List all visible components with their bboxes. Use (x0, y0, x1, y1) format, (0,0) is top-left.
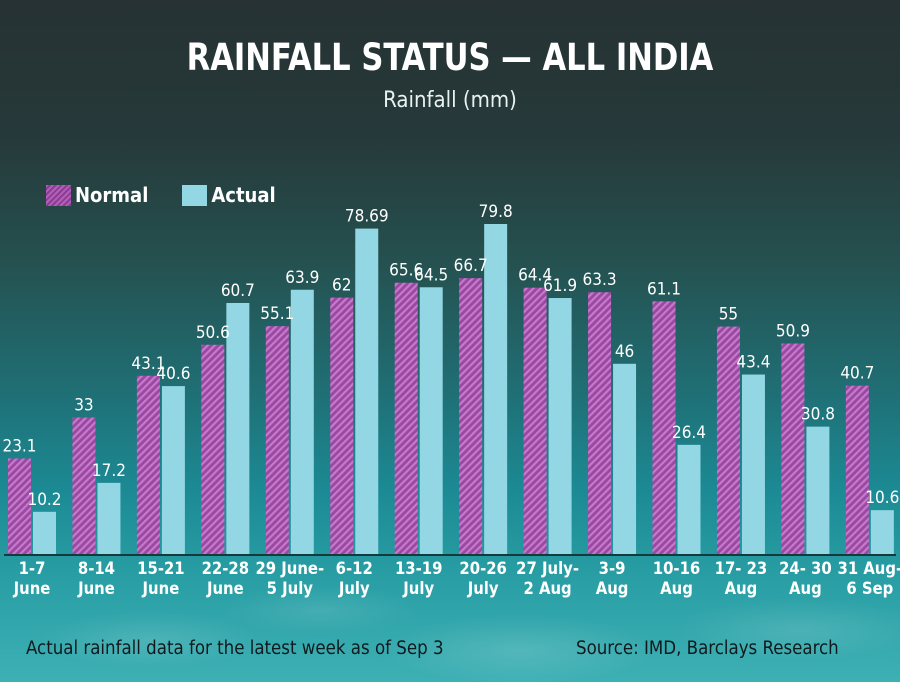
x-tick-label-1-line-0: 8-14 (78, 559, 115, 578)
value-label-actual-11: 43.4 (736, 353, 770, 373)
value-label-actual-2: 40.6 (156, 364, 190, 384)
chart-subtitle: Rainfall (mm) (383, 88, 517, 113)
value-label-actual-1: 17.2 (92, 461, 126, 481)
bar-actual-2 (161, 386, 185, 554)
x-tick-label-4-line-0: 29 June- (255, 559, 324, 578)
value-label-normal-11: 55 (719, 305, 738, 325)
x-tick-label-7-line-0: 20-26 (459, 559, 506, 578)
x-tick-label-11-line-0: 17- 23 (715, 559, 768, 578)
value-label-actual-10: 26.4 (672, 423, 706, 443)
bar-actual-9 (613, 363, 637, 554)
value-label-normal-1: 33 (74, 396, 93, 416)
value-label-actual-3: 60.7 (221, 281, 255, 301)
bars-group (8, 224, 894, 555)
value-label-actual-5: 78.69 (345, 207, 389, 227)
value-label-normal-9: 63.3 (583, 270, 617, 290)
x-tick-label-13-line-0: 31 Aug- (838, 559, 900, 578)
x-tick-label-2-line-1: June (142, 579, 180, 598)
legend: Normal Actual (46, 183, 310, 207)
x-tick-label-7-line-1: July (467, 579, 499, 598)
bar-actual-6 (419, 287, 443, 554)
value-label-normal-10: 61.1 (647, 279, 681, 299)
bar-actual-4 (290, 289, 314, 554)
value-label-actual-7: 79.8 (479, 202, 513, 222)
bar-actual-7 (484, 224, 508, 554)
value-labels-group: 23.1 10.2 33 17.2 43.140.6 50.6 60.755.1 63.9 62… (2, 202, 899, 510)
bar-normal-9 (588, 292, 612, 554)
source-note: Source: IMD, Barclays Research (576, 638, 839, 659)
value-label-normal-13: 40.7 (840, 364, 874, 384)
x-tick-label-8-line-1: 2 Aug (524, 579, 572, 598)
x-tick-label-9-line-0: 3-9 (599, 559, 626, 578)
legend-swatch-actual (182, 184, 208, 206)
bar-actual-13 (870, 510, 894, 554)
value-label-normal-7: 66.7 (454, 256, 488, 276)
bar-actual-0 (33, 511, 56, 554)
bar-actual-3 (226, 302, 250, 554)
footnote: Actual rainfall data for the latest week… (26, 638, 444, 659)
value-label-actual-12: 30.8 (801, 405, 835, 425)
bar-actual-11 (741, 374, 765, 554)
x-tick-label-3-line-0: 22-28 (202, 559, 249, 578)
value-label-actual-13: 10.6 (865, 488, 899, 508)
value-label-actual-4: 63.9 (285, 268, 319, 288)
bar-actual-12 (806, 426, 830, 554)
value-label-normal-2: 43.1 (131, 354, 165, 374)
x-tick-label-6-line-0: 13-19 (395, 559, 442, 578)
bar-actual-5 (355, 228, 379, 555)
bar-normal-4 (265, 326, 289, 554)
x-tick-label-13-line-1: 6 Sep (846, 579, 893, 598)
x-tick-label-1-line-1: June (77, 579, 115, 598)
bar-normal-3 (201, 344, 225, 554)
x-tick-label-9-line-1: Aug (596, 579, 629, 598)
value-label-normal-5: 62 (332, 276, 351, 296)
x-tick-label-3-line-1: June (206, 579, 244, 598)
value-label-normal-12: 50.9 (776, 322, 810, 342)
value-label-actual-9: 46 (615, 342, 634, 362)
bar-normal-2 (136, 375, 160, 554)
bar-normal-0 (8, 458, 31, 554)
x-tick-label-0-line-1: June (13, 579, 51, 598)
legend-label-normal: Normal (75, 183, 149, 207)
bar-normal-10 (652, 301, 676, 554)
x-tick-label-12-line-0: 24- 30 (779, 559, 832, 578)
value-label-normal-8: 64.4 (518, 266, 552, 286)
x-tick-label-4-line-1: 5 July (267, 579, 314, 598)
value-label-normal-0: 23.1 (2, 436, 36, 456)
bar-actual-8 (548, 298, 572, 554)
bar-normal-6 (394, 282, 418, 554)
x-tick-label-2-line-0: 15-21 (137, 559, 184, 578)
value-label-normal-6: 65.6 (389, 261, 423, 281)
value-label-actual-0: 10.2 (27, 490, 61, 510)
bar-normal-12 (781, 343, 805, 554)
bar-normal-5 (330, 297, 354, 554)
x-tick-label-10-line-0: 10-16 (653, 559, 700, 578)
bar-normal-8 (523, 287, 547, 554)
x-tick-label-0-line-0: 1-7 (19, 559, 46, 578)
x-tick-label-5-line-1: July (338, 579, 370, 598)
x-tick-label-11-line-1: Aug (725, 579, 758, 598)
bar-normal-13 (845, 385, 869, 554)
bar-actual-10 (677, 444, 701, 554)
value-label-normal-3: 50.6 (196, 323, 230, 343)
x-tick-label-8-line-0: 27 July- (516, 559, 579, 578)
value-label-actual-8: 61.9 (543, 276, 577, 296)
legend-label-actual: Actual (211, 183, 276, 207)
bar-normal-11 (716, 326, 740, 554)
x-tick-label-10-line-1: Aug (660, 579, 693, 598)
x-tick-label-12-line-1: Aug (789, 579, 822, 598)
bar-actual-1 (97, 482, 121, 554)
x-tick-label-5-line-0: 6-12 (336, 559, 373, 578)
bar-normal-7 (459, 278, 483, 554)
chart-title: RAINFALL STATUS — ALL INDIA (186, 36, 714, 79)
value-label-actual-6: 64.5 (414, 265, 448, 285)
bar-normal-1 (72, 417, 96, 554)
legend-swatch-normal (46, 184, 71, 206)
value-label-normal-4: 55.1 (260, 304, 294, 324)
x-tick-label-6-line-1: July (402, 579, 434, 598)
